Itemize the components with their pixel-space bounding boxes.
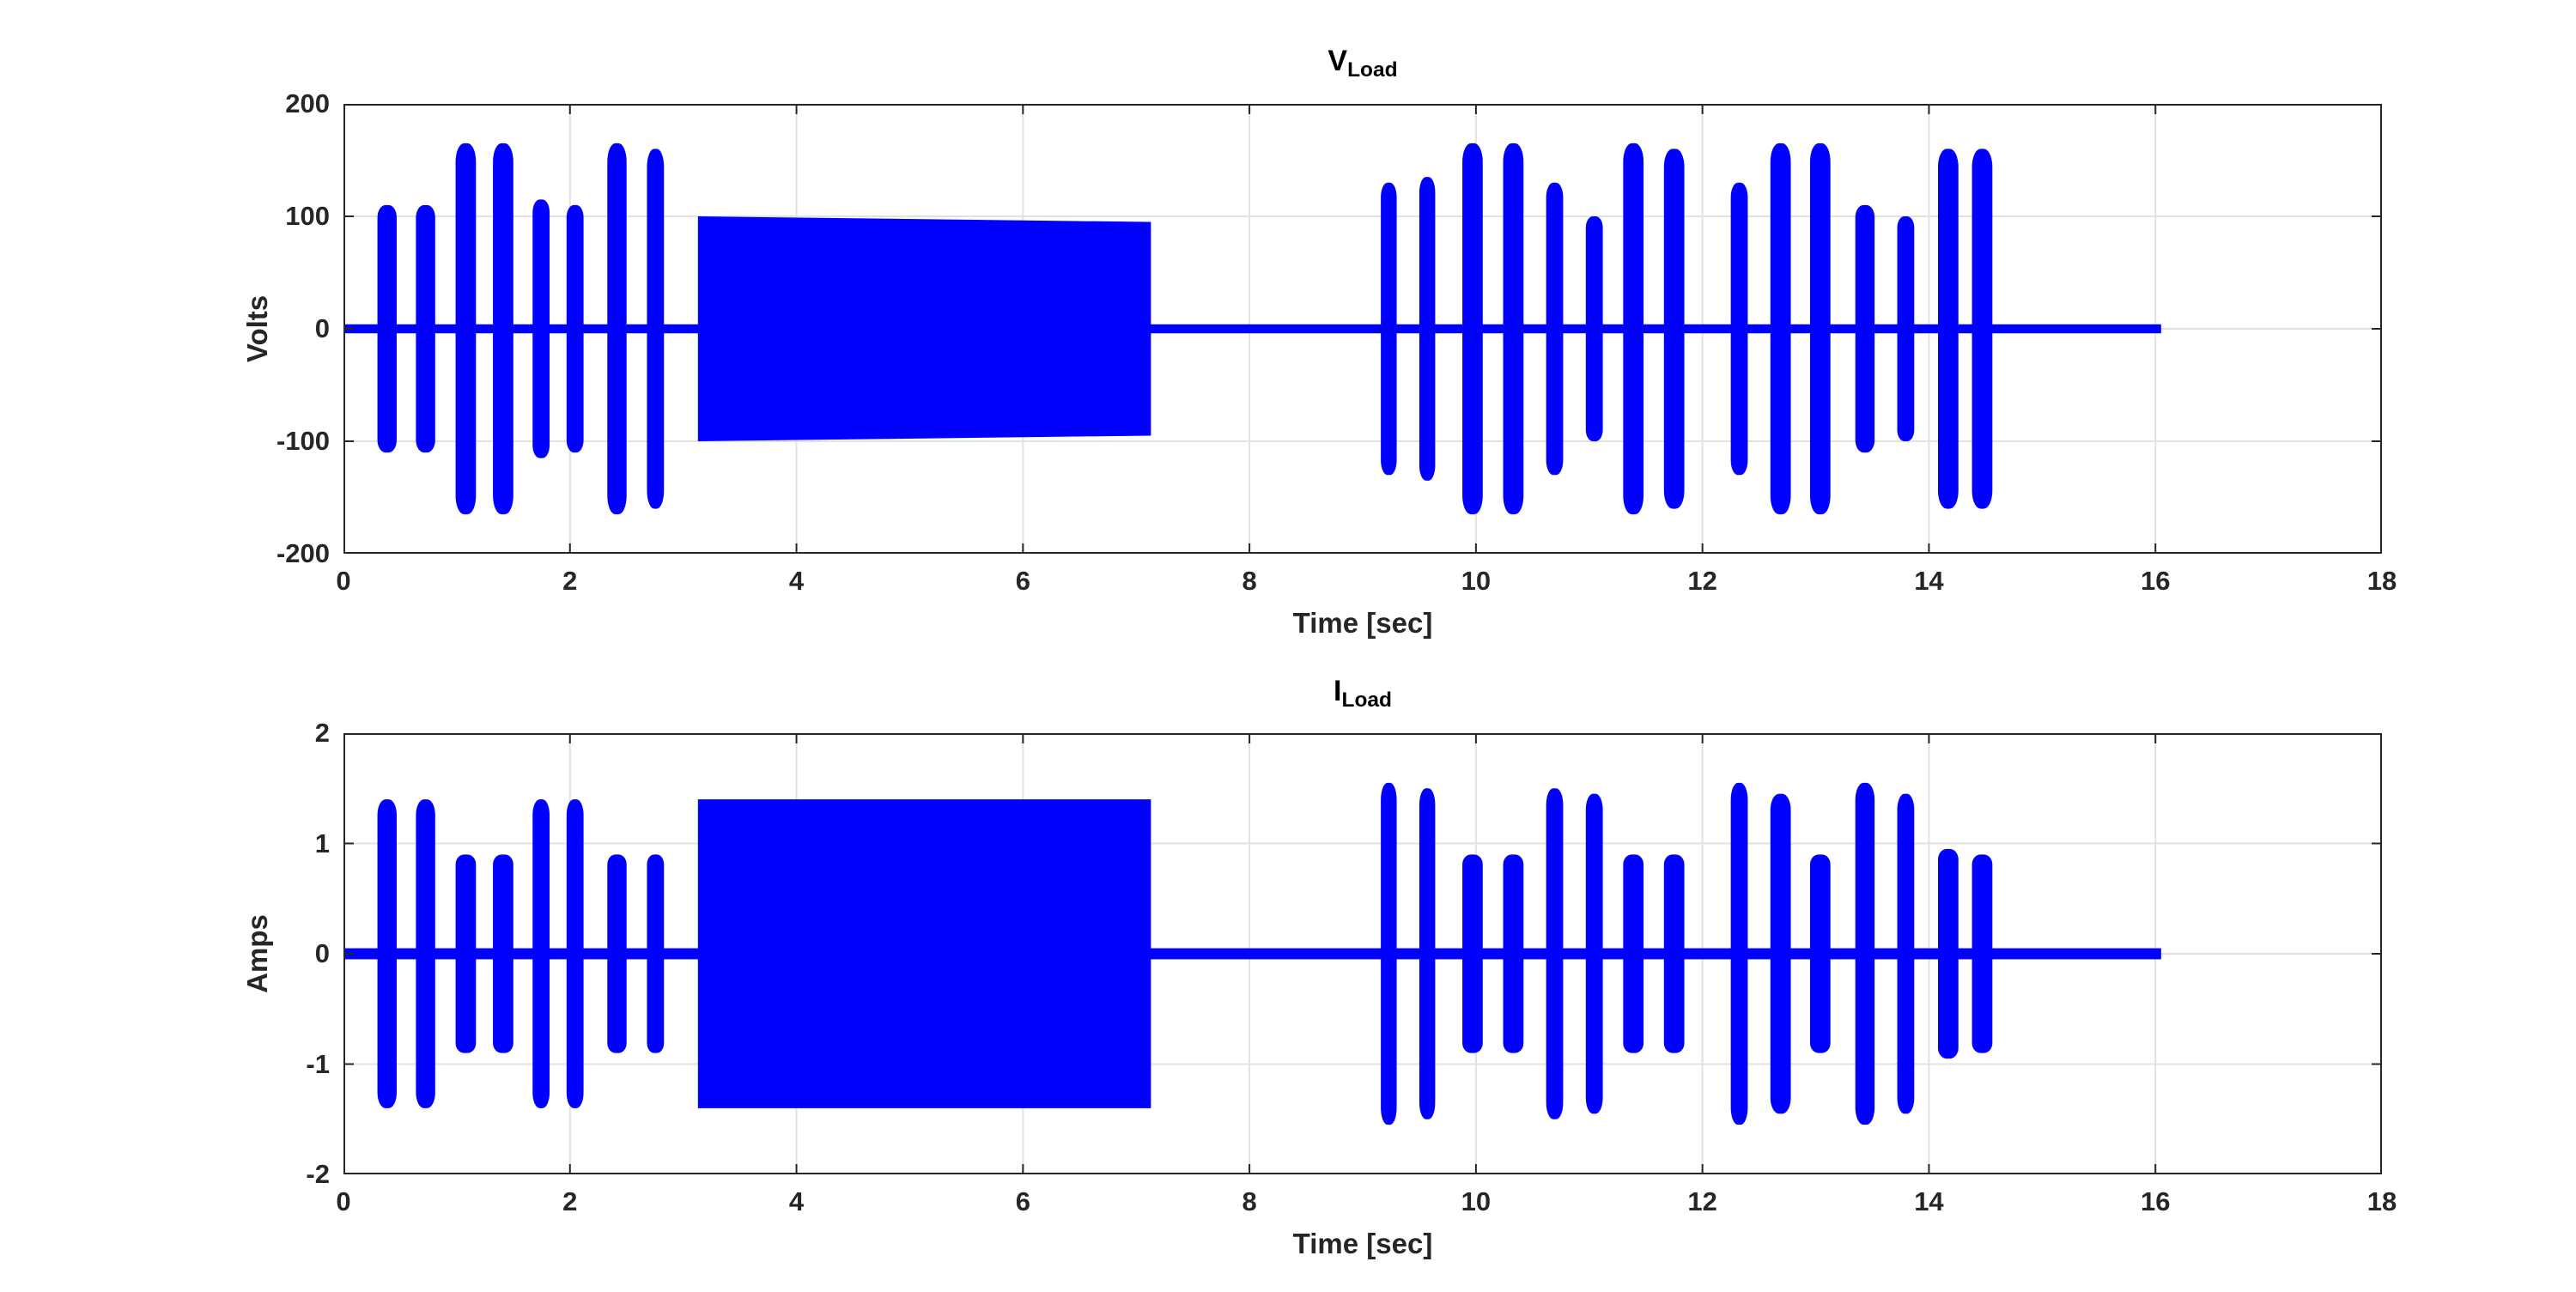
iload-y-tick-label: 2 xyxy=(314,718,330,748)
iload-xlabel: Time [sec] xyxy=(1292,1228,1433,1259)
vload-xlabel: Time [sec] xyxy=(1292,607,1433,639)
vload-x-tick-label: 8 xyxy=(1242,566,1257,596)
vload-ylabel: Volts xyxy=(241,294,273,363)
vload-title-subscript: Load xyxy=(1347,58,1398,82)
vload-x-tick-label: 10 xyxy=(1461,566,1492,596)
vload-y-tick-label: -200 xyxy=(276,538,330,568)
vload-x-tick-label: 16 xyxy=(2140,566,2171,596)
iload-y-tick-label: 1 xyxy=(314,828,330,858)
vload-y-tick-label: 100 xyxy=(285,201,330,231)
iload-x-tick-label: 6 xyxy=(1015,1186,1030,1216)
vload-plot-area xyxy=(343,104,2382,554)
iload-y-tick-label: -2 xyxy=(306,1159,330,1189)
iload-title: ILoad xyxy=(343,675,2382,712)
iload-x-tick-label: 14 xyxy=(1914,1186,1944,1216)
iload-x-tick-label: 8 xyxy=(1242,1186,1257,1216)
vload-y-tick-label: 0 xyxy=(314,313,330,343)
iload-ylabel: Amps xyxy=(241,914,273,993)
iload-x-tick-label: 12 xyxy=(1687,1186,1717,1216)
iload-x-tick-label: 16 xyxy=(2140,1186,2171,1216)
vload-x-tick-label: 0 xyxy=(336,566,351,596)
iload-x-tick-label: 4 xyxy=(788,1186,805,1216)
iload-x-tick-label: 10 xyxy=(1461,1186,1492,1216)
vload-x-tick-label: 2 xyxy=(562,566,578,596)
vload-x-tick-label: 18 xyxy=(2366,566,2397,596)
vload-x-tick-label: 6 xyxy=(1015,566,1030,596)
iload-x-tick-label: 2 xyxy=(562,1186,578,1216)
iload-plot-area xyxy=(343,733,2382,1174)
iload-y-tick-label: 0 xyxy=(314,938,330,968)
vload-y-tick-label: -100 xyxy=(276,426,330,456)
vload-y-tick-label: 200 xyxy=(285,88,330,118)
iload-title-main: I xyxy=(1334,675,1342,707)
iload-y-tick-label: -1 xyxy=(306,1048,330,1079)
vload-title-main: V xyxy=(1327,45,1348,77)
iload-x-tick-label: 18 xyxy=(2366,1186,2397,1216)
vload-x-tick-label: 12 xyxy=(1687,566,1717,596)
vload-x-tick-label: 4 xyxy=(788,566,805,596)
iload-title-subscript: Load xyxy=(1341,688,1392,713)
vload-title: VLoad xyxy=(343,45,2382,82)
vload-x-tick-label: 14 xyxy=(1914,566,1944,596)
iload-x-tick-label: 0 xyxy=(336,1186,351,1216)
